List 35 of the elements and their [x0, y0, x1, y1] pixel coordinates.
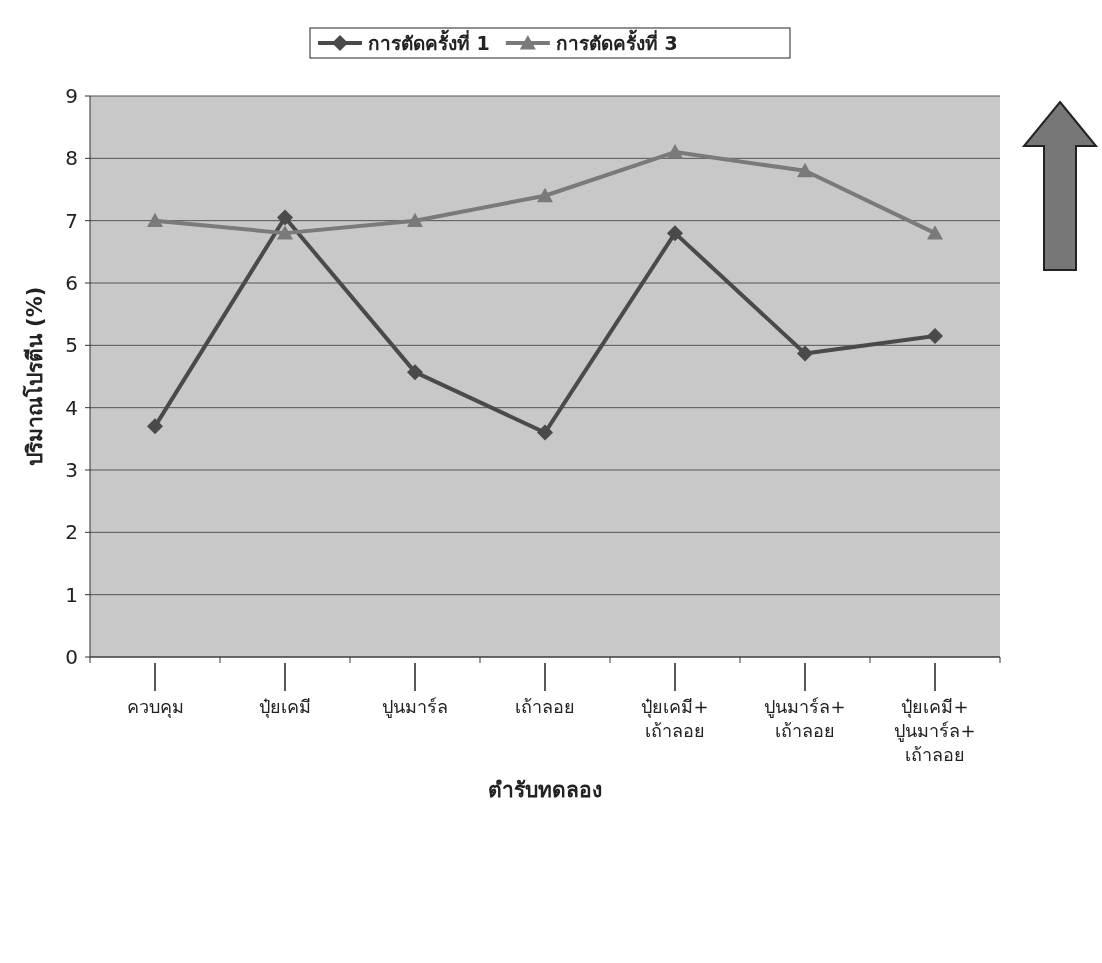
y-tick-label: 3 [65, 458, 78, 482]
y-tick-label: 2 [65, 520, 78, 545]
y-tick-label: 5 [65, 333, 78, 358]
point [797, 162, 813, 178]
y-tick-label: 1 [65, 582, 78, 607]
y-tick-label: 7 [65, 208, 78, 233]
point [147, 418, 163, 435]
x-tick-label: ปุ๋ยเคมี+ปูนมาร์ล+เถ้าลอย [894, 696, 976, 765]
point [147, 212, 163, 228]
point [277, 225, 293, 240]
y-axis-title: ปริมาณโปรตีน (%) [22, 286, 47, 467]
point [667, 144, 683, 159]
x-tick-label: ปุ๋ยเคมี+เถ้าลอย [641, 696, 709, 741]
point [927, 327, 943, 344]
point [927, 225, 943, 240]
point [797, 345, 813, 362]
point [537, 187, 553, 203]
x-tick-label: ปูนมาร์ล+เถ้าลอย [764, 696, 846, 741]
point [537, 424, 553, 441]
legend-label: การตัดครั้งที่ 3 [555, 29, 678, 54]
x-tick-label: ควบคุม [126, 696, 184, 718]
y-tick-label: 8 [65, 146, 78, 171]
point [407, 212, 423, 228]
x-tick-label: เถ้าลอย [515, 696, 575, 717]
y-tick-label: 6 [65, 271, 78, 295]
point [277, 209, 293, 226]
legend-label: การตัดครั้งที่ 1 [368, 29, 490, 54]
x-tick-label: ปุ๋ยเคมี [259, 696, 311, 718]
y-tick-label: 9 [65, 84, 78, 108]
point [667, 225, 683, 242]
y-tick-label: 0 [65, 645, 78, 669]
y-tick-label: 4 [65, 395, 78, 420]
x-axis-title: ตำรับทดลอง [488, 778, 602, 802]
point [407, 364, 423, 381]
x-tick-label: ปูนมาร์ล [382, 696, 448, 718]
